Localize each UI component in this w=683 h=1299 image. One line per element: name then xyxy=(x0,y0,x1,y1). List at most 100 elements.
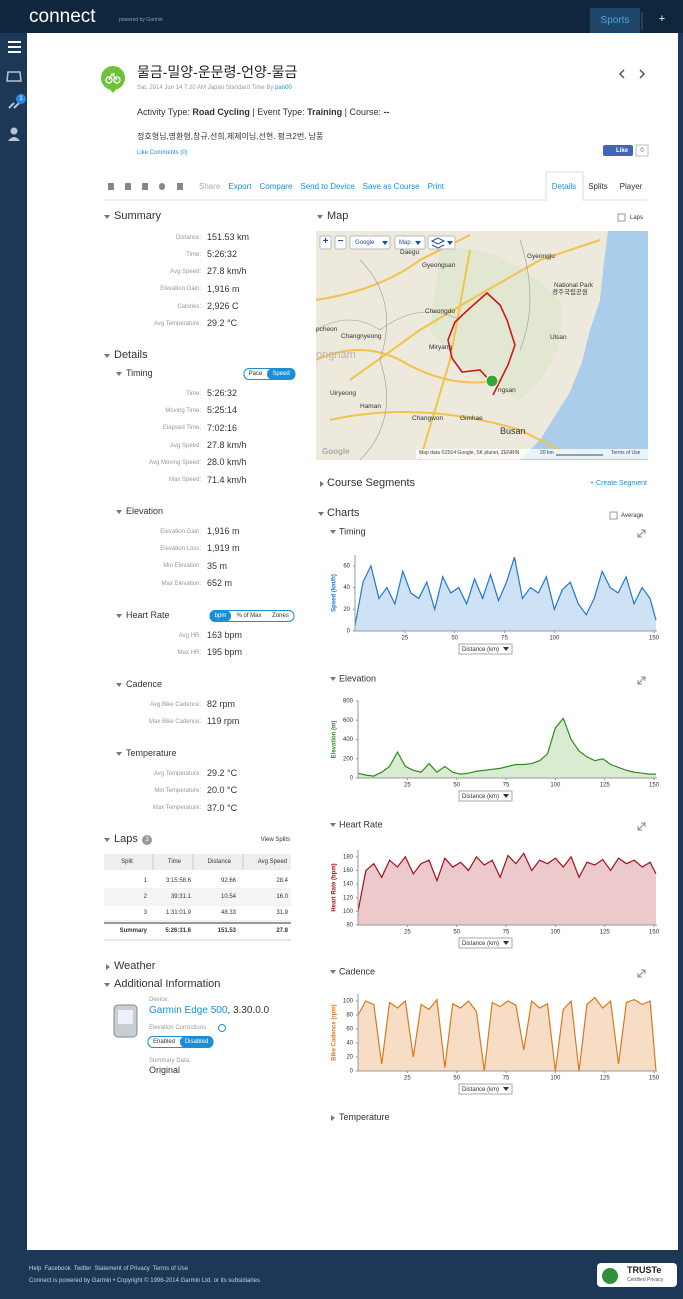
expand-icon[interactable] xyxy=(637,529,646,538)
add-button[interactable]: + xyxy=(658,12,666,25)
toolbar-action[interactable]: Share xyxy=(199,181,221,191)
section-title[interactable]: Weather xyxy=(114,959,156,972)
menu-icon[interactable] xyxy=(8,46,21,48)
y-tick-label: 60 xyxy=(346,1027,353,1033)
stat-value: 37.0 °C xyxy=(207,802,238,813)
toolbar-action[interactable]: Print xyxy=(427,181,445,191)
like-button[interactable] xyxy=(603,145,633,156)
x-tick-label: 150 xyxy=(649,930,660,936)
footer-link[interactable]: Facebook xyxy=(44,1265,71,1272)
truste-sub: Certified Privacy xyxy=(627,1277,664,1284)
average-checkbox[interactable] xyxy=(609,511,618,520)
activity-icon xyxy=(101,66,125,90)
y-tick-label: 0 xyxy=(347,629,351,635)
toolbar-action[interactable]: Send to Device xyxy=(300,181,355,191)
map-sea xyxy=(520,231,648,460)
laps-column: Split xyxy=(121,858,133,865)
like-comments[interactable]: Like Comments (0) xyxy=(137,149,188,156)
menu-icon[interactable] xyxy=(8,51,21,53)
x-axis-dropdown[interactable] xyxy=(458,1083,513,1095)
map-boundary xyxy=(519,239,531,351)
zoom-in[interactable]: + xyxy=(322,235,329,247)
like-label[interactable]: Like xyxy=(615,147,629,154)
toolbar-action[interactable]: Compare xyxy=(259,181,293,191)
tool-icon[interactable] xyxy=(108,183,114,190)
stat-value: 5:25:14 xyxy=(207,405,238,416)
menu-icon[interactable] xyxy=(8,41,21,43)
map-control[interactable] xyxy=(349,235,391,250)
toolbar-action[interactable]: Save as Course xyxy=(362,181,420,191)
tool-icon[interactable] xyxy=(177,183,183,190)
section-title[interactable]: Course Segments xyxy=(327,476,416,489)
author-link[interactable]: pan00 xyxy=(275,84,292,91)
map-control[interactable] xyxy=(334,235,347,250)
expand-icon[interactable] xyxy=(637,969,646,978)
view-splits[interactable]: View Splits xyxy=(260,836,290,843)
map-type[interactable]: Map xyxy=(399,239,411,246)
map-control[interactable] xyxy=(394,235,426,250)
x-tick-label: 25 xyxy=(401,636,408,642)
stat-value: 163 bpm xyxy=(207,630,243,641)
y-tick-label: 0 xyxy=(350,776,354,782)
toggle-option[interactable]: Enabled xyxy=(152,1038,176,1045)
toggle-option[interactable]: Disabled xyxy=(184,1038,209,1045)
section-title: Map xyxy=(327,209,349,222)
bike-wheel xyxy=(105,76,113,84)
toggle-option[interactable]: Speed xyxy=(272,370,290,377)
chart-title[interactable]: Temperature xyxy=(339,1112,390,1123)
stat-label: Avg Speed: xyxy=(170,269,201,276)
prev-arrow[interactable] xyxy=(618,69,625,79)
map-control[interactable] xyxy=(319,235,332,250)
map-terms[interactable]: Terms of Use xyxy=(611,450,641,457)
zoom-out[interactable]: − xyxy=(337,235,344,247)
expand-icon[interactable] xyxy=(637,676,646,685)
map-boundary xyxy=(359,259,387,460)
y-tick-label: 100 xyxy=(343,999,354,1005)
tool-icon[interactable] xyxy=(159,183,165,190)
tab[interactable]: Splits xyxy=(588,181,608,191)
caret xyxy=(503,941,509,945)
x-tick-label: 150 xyxy=(649,783,660,789)
footer-link[interactable]: Help xyxy=(29,1265,42,1272)
map-label: Gyeongsan xyxy=(422,262,456,270)
laps-cell: 3 xyxy=(143,909,147,916)
truste: TRUSTe xyxy=(627,1265,662,1276)
tool-icon[interactable] xyxy=(142,183,148,190)
stat-value: 195 bpm xyxy=(207,647,243,658)
footer-link[interactable]: Statement of Privacy xyxy=(94,1265,150,1272)
stat-label: Time: xyxy=(186,390,201,397)
x-axis-dropdown[interactable] xyxy=(458,790,513,802)
stat-label: Elapsed Time: xyxy=(162,425,201,432)
expand-icon[interactable] xyxy=(637,822,646,831)
toggle-option[interactable]: Zones xyxy=(272,612,289,619)
create-segment[interactable]: + Create Segment xyxy=(589,480,647,488)
x-axis-dropdown[interactable] xyxy=(458,643,513,655)
logo: connect xyxy=(29,5,96,27)
laps-checkbox[interactable] xyxy=(617,213,626,222)
y-tick-label: 80 xyxy=(346,923,353,929)
toggle-option[interactable]: % of Max xyxy=(236,612,262,619)
caret xyxy=(104,215,110,219)
sports-tab-label[interactable]: Sports xyxy=(600,14,630,26)
truste-badge[interactable] xyxy=(597,1263,677,1287)
stat-label: Calories: xyxy=(177,303,201,310)
footer-link[interactable]: Terms of Use xyxy=(152,1265,189,1272)
y-tick-label: 40 xyxy=(346,1041,353,1047)
corrections-label: Elevation Corrections xyxy=(149,1024,207,1031)
next-arrow[interactable] xyxy=(639,69,646,79)
tool-icon[interactable] xyxy=(125,183,131,190)
x-tick-label: 125 xyxy=(600,930,611,936)
map-boundary xyxy=(316,311,461,331)
map-source[interactable]: Google xyxy=(355,239,375,246)
toolbar-action[interactable]: Export xyxy=(228,181,252,191)
footer-link[interactable]: Twitter xyxy=(73,1265,92,1272)
toggle-option[interactable]: bpm xyxy=(214,612,227,619)
toggle-option[interactable]: Pace xyxy=(248,370,263,377)
laps-cell: 28.4 xyxy=(276,877,288,884)
device-link[interactable]: Garmin Edge 500 xyxy=(149,1004,228,1016)
profile-body xyxy=(8,137,20,141)
tab[interactable]: Details xyxy=(551,181,577,191)
tab[interactable]: Player xyxy=(619,181,643,191)
x-axis-dropdown[interactable] xyxy=(458,937,513,949)
